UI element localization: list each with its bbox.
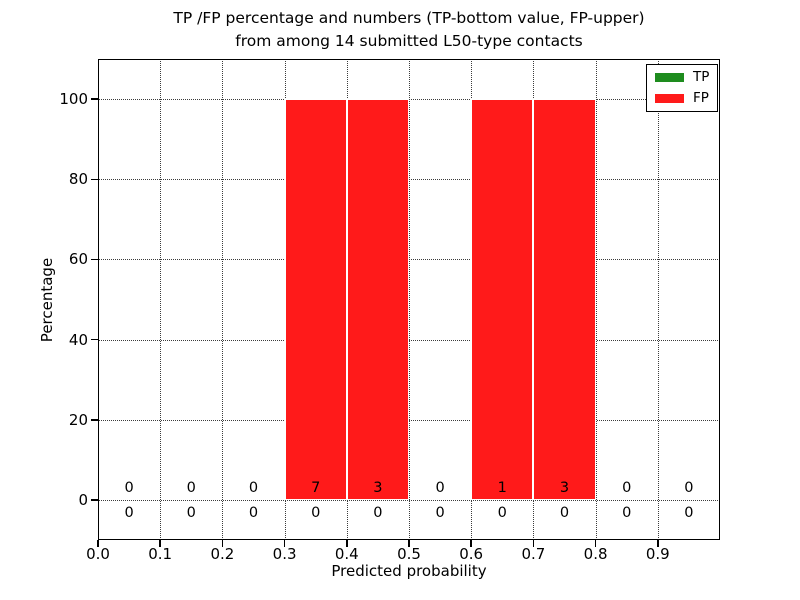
y-tick-label: 20 — [68, 410, 88, 429]
gridline-vertical — [657, 59, 659, 540]
count-label-tp: 0 — [186, 504, 196, 521]
count-label-fp: 3 — [373, 479, 383, 496]
bar-fp — [284, 99, 347, 500]
y-tick-label: 100 — [59, 90, 88, 109]
count-label-fp: 0 — [124, 479, 134, 496]
legend-item-fp: FP — [655, 90, 709, 106]
x-tick-label: 0.6 — [459, 545, 484, 563]
count-label-tp: 0 — [435, 504, 445, 521]
y-tick — [91, 419, 98, 421]
count-label-tp: 0 — [124, 504, 134, 521]
count-label-tp: 0 — [497, 504, 507, 521]
x-tick-label: 0.2 — [210, 545, 235, 563]
x-tick-label: 0.7 — [521, 545, 546, 563]
x-tick-label: 0.1 — [148, 545, 173, 563]
plot-frame — [98, 59, 720, 540]
count-label-fp: 0 — [248, 479, 259, 496]
legend-label: FP — [693, 90, 709, 106]
chart-title: TP /FP percentage and numbers (TP-bottom… — [98, 7, 720, 52]
legend-swatch-icon — [655, 73, 684, 82]
x-tick — [532, 540, 535, 547]
count-label-tp: 0 — [373, 504, 383, 521]
count-label-fp: 7 — [311, 479, 321, 496]
legend-item-tp: TP — [655, 69, 710, 85]
gridline-horizontal — [98, 499, 720, 501]
y-tick — [91, 98, 98, 100]
x-tick — [657, 540, 659, 547]
gridline-horizontal — [98, 339, 720, 341]
bar-fp — [346, 99, 409, 500]
x-axis-label: Predicted probability — [331, 562, 487, 580]
bar-fp — [471, 99, 534, 500]
x-tick — [283, 540, 286, 547]
count-label-tp: 0 — [684, 504, 694, 521]
count-label-tp: 0 — [311, 504, 321, 521]
gridline-horizontal — [98, 419, 720, 421]
count-label-fp: 3 — [559, 479, 570, 496]
count-label-tp: 0 — [559, 504, 570, 521]
y-tick — [91, 338, 98, 341]
x-tick-label: 0.4 — [334, 545, 359, 563]
x-tick-label: 0.5 — [397, 545, 421, 563]
count-label-fp: 0 — [186, 479, 196, 496]
x-tick — [594, 540, 597, 547]
y-tick — [91, 258, 98, 261]
legend: TP FP — [646, 64, 719, 112]
y-tick — [91, 499, 98, 501]
x-tick-label: 0.9 — [645, 545, 670, 563]
gridline-horizontal — [98, 259, 720, 261]
x-tick — [408, 540, 410, 547]
x-tick-label: 0.0 — [86, 545, 110, 563]
chart-title-line1: TP /FP percentage and numbers (TP-bottom… — [173, 9, 645, 27]
gridline-vertical — [160, 59, 162, 540]
legend-label: TP — [693, 69, 710, 85]
x-tick — [346, 540, 348, 547]
y-tick — [91, 178, 98, 180]
y-tick-label: 60 — [68, 250, 88, 269]
x-tick — [159, 540, 161, 547]
count-label-tp: 0 — [248, 504, 259, 521]
y-tick-label: 0 — [78, 490, 88, 509]
count-label-fp: 0 — [622, 479, 632, 496]
x-tick-label: 0.8 — [583, 545, 608, 563]
bar-fp — [533, 99, 596, 500]
gridline-vertical — [409, 59, 410, 540]
gridline-vertical — [222, 59, 224, 540]
count-label-fp: 0 — [435, 479, 445, 496]
count-label-tp: 0 — [622, 504, 632, 521]
x-tick-label: 0.3 — [272, 545, 297, 563]
x-tick — [221, 540, 224, 547]
chart-title-line2: from among 14 submitted L50-type contact… — [235, 31, 583, 50]
legend-swatch-icon — [655, 94, 684, 103]
gridline-horizontal — [98, 99, 720, 101]
y-tick-label: 40 — [68, 330, 88, 349]
count-label-fp: 0 — [684, 479, 694, 496]
count-label-fp: 1 — [497, 479, 507, 496]
gridline-vertical — [595, 59, 597, 540]
y-tick-label: 80 — [68, 170, 88, 189]
x-tick — [470, 540, 472, 547]
x-tick — [97, 540, 99, 547]
gridline-horizontal — [98, 179, 720, 181]
